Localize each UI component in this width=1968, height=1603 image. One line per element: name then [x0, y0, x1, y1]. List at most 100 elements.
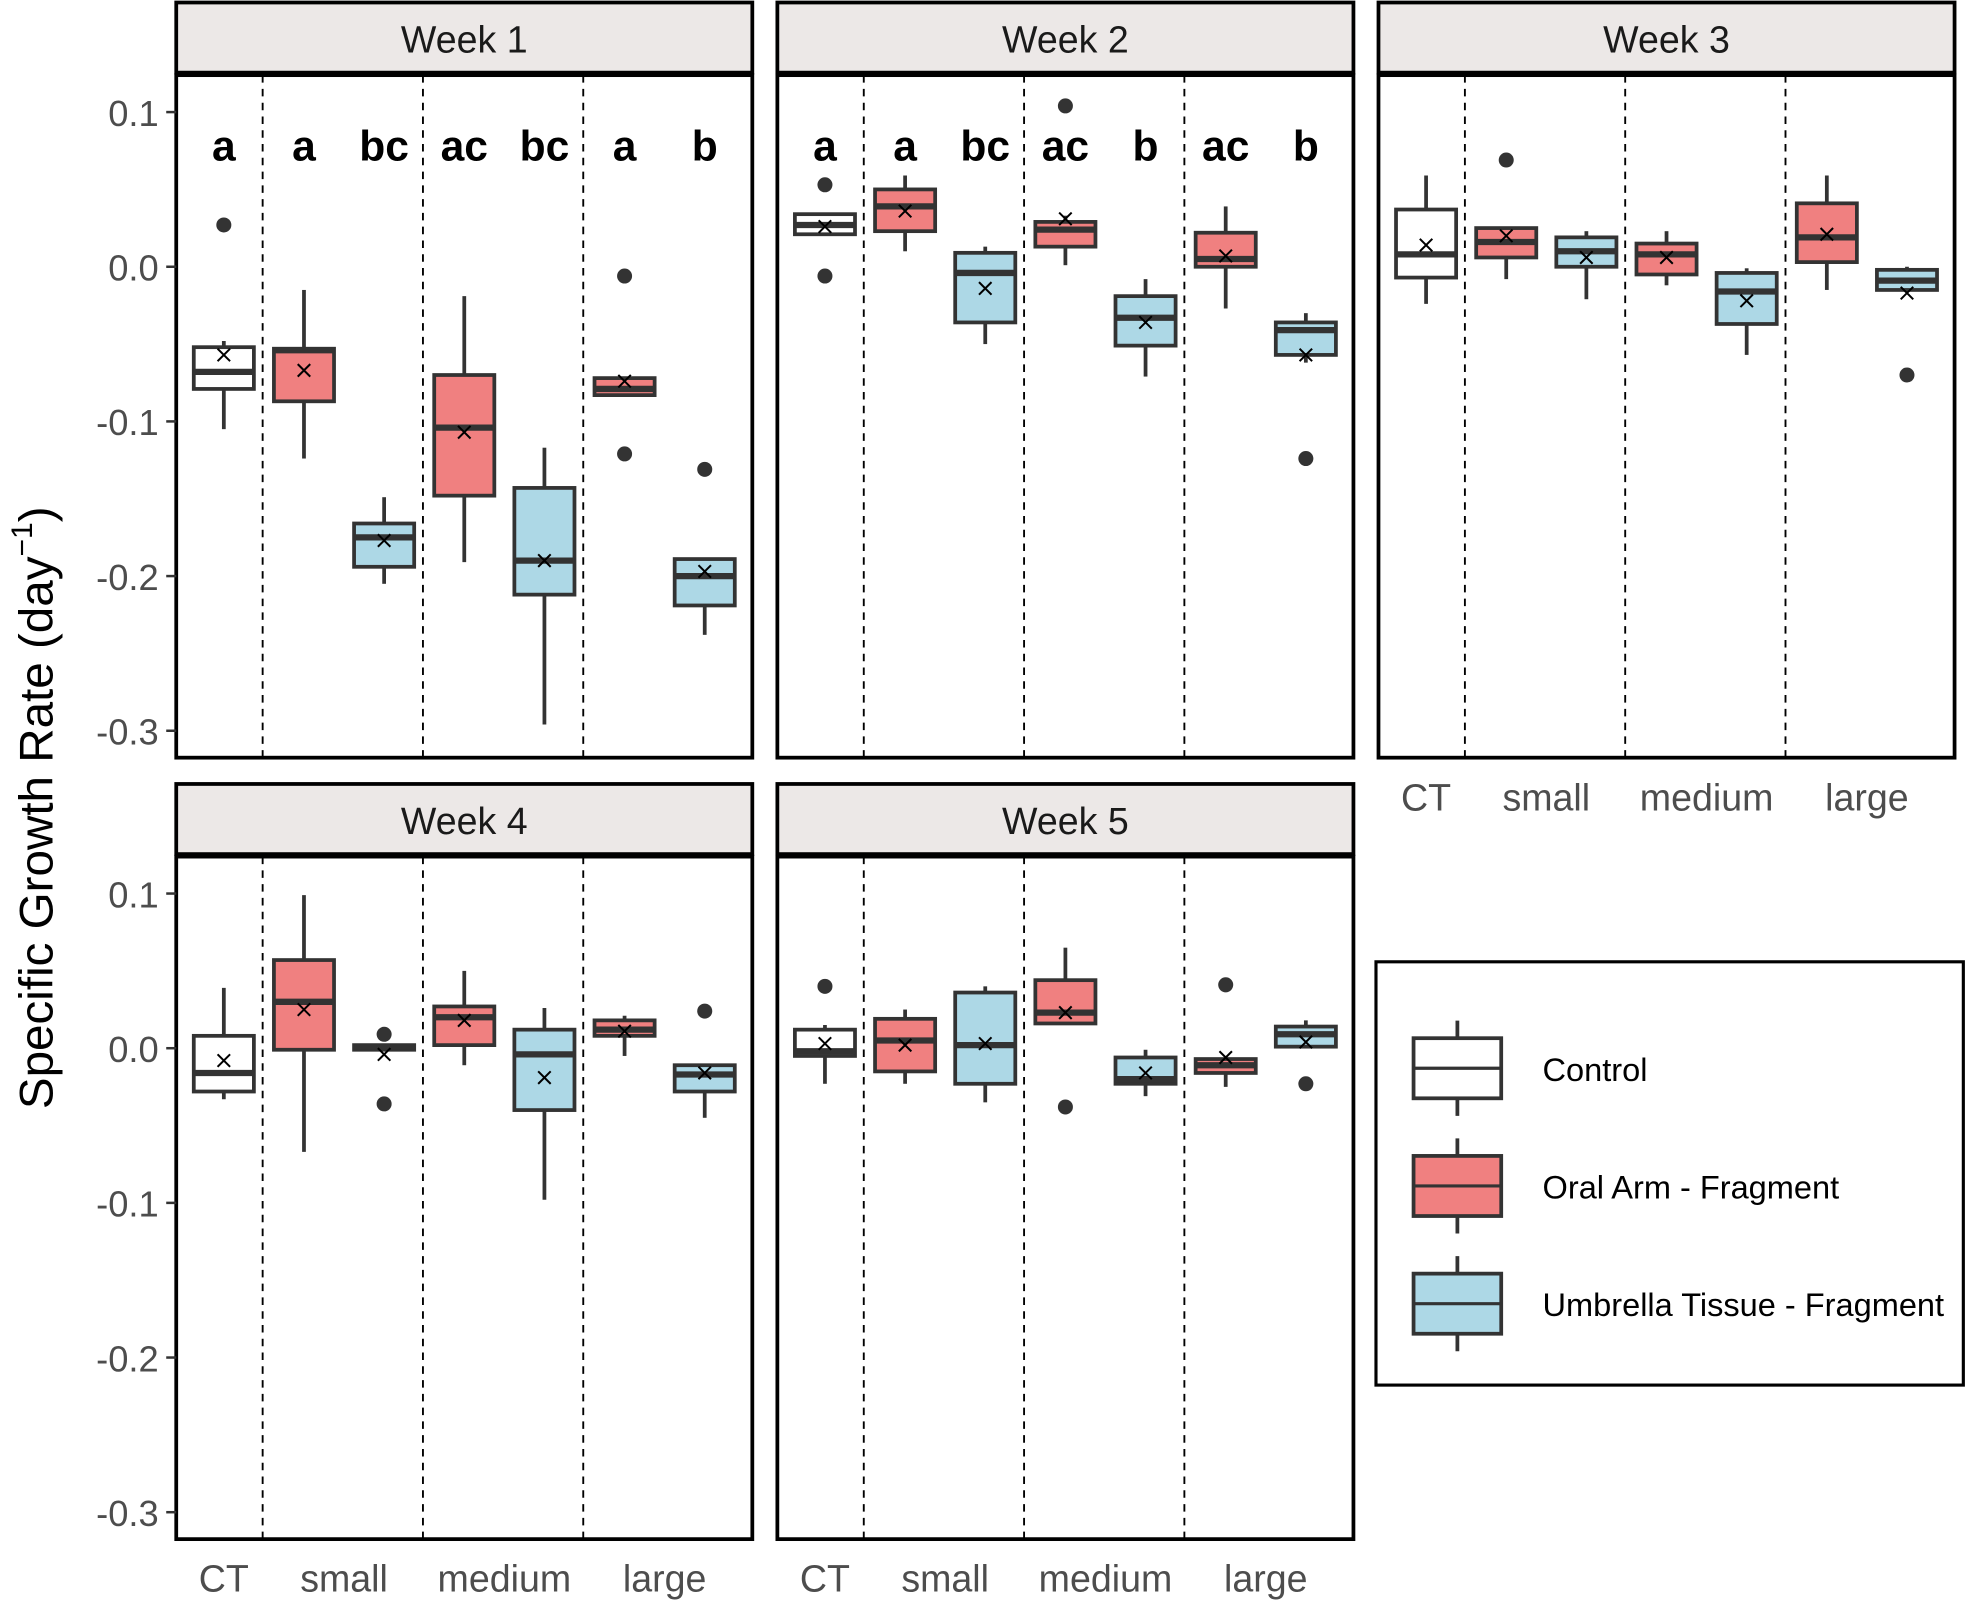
boxplot-large-umbrella: b: [1273, 122, 1338, 467]
boxplot-large-oral-arm: ac: [1193, 122, 1258, 309]
x-tick-label: large: [1224, 1558, 1308, 1600]
boxplot-medium-umbrella: [512, 1007, 577, 1200]
outlier-point: [376, 1026, 392, 1042]
significance-letter: ac: [441, 122, 488, 170]
boxplot-large-umbrella: [1875, 266, 1939, 383]
x-tick-label: CT: [1401, 776, 1451, 818]
boxplot-large-oral-arm: [1794, 175, 1859, 290]
mean-marker: [817, 219, 832, 234]
x-tick-label: large: [623, 1558, 707, 1600]
mean-marker: [1819, 227, 1834, 242]
panel-week-5: Week 5 CT small medium large: [775, 782, 1356, 1600]
boxplot-small-oral-arm: a: [873, 122, 938, 252]
x-tick-label: large: [1825, 776, 1909, 818]
outlier-point: [1298, 1076, 1314, 1092]
mean-marker: [1298, 347, 1313, 362]
facet-strip: [1376, 0, 1957, 75]
outlier-point: [1498, 152, 1514, 168]
x-tick-label: small: [1502, 776, 1590, 818]
significance-letter: ac: [1202, 122, 1249, 170]
facet-strip-title: Week 5: [1002, 800, 1129, 842]
boxplot-ct-control: [191, 987, 256, 1100]
box: [352, 521, 417, 569]
box: [191, 1033, 256, 1094]
mean-marker: [537, 1070, 552, 1085]
mean-marker: [377, 1047, 392, 1062]
x-tick-label: small: [901, 1558, 989, 1600]
mean-marker: [1058, 1005, 1073, 1020]
box: [272, 346, 336, 404]
legend-key-umbrella-tissue-fragment: [1411, 1256, 1504, 1352]
outlier-point: [1057, 98, 1073, 114]
y-tick-label: -0.1: [96, 402, 159, 443]
panel-week-4: Week 4 0.1 0.0 -0.1 -0.2 -0.3 CT small medium lar…: [96, 782, 755, 1600]
boxplot-small-oral-arm: [873, 1009, 938, 1084]
mean-marker: [1298, 1035, 1313, 1049]
significance-letter: a: [212, 122, 236, 170]
mean-marker: [1138, 315, 1153, 330]
outlier-point: [697, 1003, 713, 1019]
box: [432, 1004, 497, 1047]
boxplot-large-oral-arm: a: [592, 122, 657, 462]
box: [1794, 201, 1859, 264]
mean-marker: [697, 1065, 712, 1080]
panel-week-3: Week 3 CT small medium large: [1376, 0, 1957, 818]
boxplot-large-umbrella: [672, 1003, 737, 1118]
facet-strip: [174, 782, 755, 856]
boxplot-large-oral-arm: [1193, 977, 1258, 1087]
box: [512, 1027, 577, 1112]
y-tick-label: -0.3: [96, 712, 159, 753]
y-axis-title: Specific Growth Rate (day−1): [6, 506, 63, 1109]
box: [1033, 220, 1098, 249]
mean-marker: [377, 533, 392, 548]
significance-letter: a: [813, 122, 837, 170]
box: [672, 557, 737, 608]
facet-strip-title: Week 3: [1603, 19, 1730, 61]
mean-marker: [1138, 1065, 1153, 1080]
x-tick-label: medium: [1640, 776, 1774, 818]
mean-marker: [537, 553, 552, 568]
outlier-point: [817, 177, 833, 193]
mean-marker: [898, 204, 913, 219]
legend-label: Umbrella Tissue - Fragment: [1543, 1287, 1945, 1323]
boxplot-small-umbrella: bc: [352, 122, 417, 584]
box: [1714, 271, 1779, 326]
mean-marker: [898, 1038, 913, 1053]
facet-strip-title: Week 1: [401, 19, 528, 61]
boxplot-ct-control: a: [793, 122, 857, 284]
mean-marker: [1058, 211, 1073, 226]
mean-marker: [297, 1002, 311, 1017]
mean-marker: [457, 1013, 472, 1028]
boxplot-medium-oral-arm: ac: [432, 122, 497, 563]
box: [191, 345, 256, 391]
mean-marker: [1659, 250, 1674, 265]
mean-marker: [1419, 238, 1434, 253]
box: [1033, 978, 1098, 1026]
mean-marker: [297, 363, 311, 378]
significance-letter: a: [292, 122, 316, 170]
mean-marker: [617, 1024, 632, 1039]
boxplot-medium-oral-arm: [432, 970, 497, 1066]
boxplot-medium-oral-arm: [1033, 947, 1098, 1115]
boxplot-ct-control: [793, 978, 857, 1084]
mean-marker: [1218, 248, 1233, 263]
y-tick-label: 0.0: [108, 1029, 158, 1070]
x-tick-label: medium: [438, 1558, 572, 1600]
significance-letter: a: [893, 122, 917, 170]
y-tick-label: -0.2: [96, 1338, 159, 1379]
x-tick-label: CT: [800, 1558, 850, 1600]
panel-week-1: Week 10.10.0-0.1-0.2-0.3a a bc ac bc a b: [96, 0, 755, 760]
mean-marker: [978, 281, 993, 296]
box: [1634, 241, 1699, 277]
boxplot-medium-umbrella: bc: [512, 122, 577, 725]
boxplot-small-umbrella: [953, 986, 1018, 1103]
x-tick-label: small: [300, 1558, 388, 1600]
mean-marker: [1218, 1050, 1233, 1065]
significance-letter: b: [1133, 122, 1159, 170]
mean-marker: [216, 1053, 231, 1068]
boxplot-large-umbrella: b: [672, 122, 737, 635]
panel-border: [1376, 73, 1957, 760]
boxplot-small-umbrella: [1554, 231, 1619, 300]
outlier-point: [817, 978, 833, 994]
